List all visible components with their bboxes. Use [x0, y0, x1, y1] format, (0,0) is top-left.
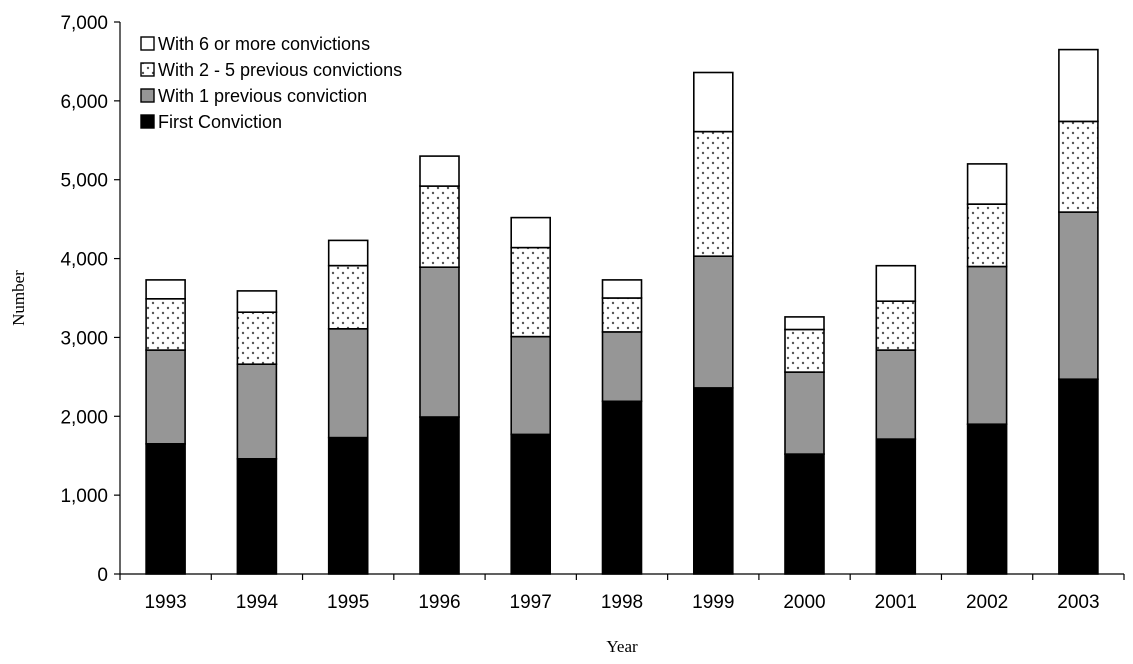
bar-2003-series-0 [1058, 378, 1099, 575]
x-tick-label-1998: 1998 [601, 592, 643, 613]
legend-label-3: With 6 or more convictions [158, 34, 370, 54]
bar-1995-series-3 [327, 239, 369, 267]
bar-2001-series-3 [875, 264, 917, 303]
bar-2000-series-3 [784, 316, 825, 331]
legend-label-0: First Conviction [158, 112, 282, 132]
x-tick-label-2000: 2000 [783, 592, 825, 613]
y-tick-label-2: 2,000 [60, 407, 108, 428]
legend-label-2: With 2 - 5 previous convictions [158, 60, 402, 80]
bar-2000-series-1 [784, 371, 825, 455]
bar-1997-series-3 [510, 216, 552, 249]
legend-swatch-0 [140, 114, 155, 129]
y-tick-label-0: 0 [97, 565, 108, 586]
y-axis-title: Number [9, 270, 28, 326]
x-tick-label-1993: 1993 [144, 592, 186, 613]
bar-2001-series-1 [875, 349, 917, 440]
bar-2003-series-2 [1058, 120, 1099, 213]
bar-1993-series-1 [145, 349, 186, 445]
x-axis-title: Year [606, 637, 638, 656]
bar-1996-series-0 [419, 416, 460, 575]
y-tick-label-7: 7,000 [60, 13, 108, 34]
x-tick-label-2002: 2002 [966, 592, 1008, 613]
bar-1999-series-1 [692, 255, 734, 389]
y-tick-label-5: 5,000 [60, 171, 108, 192]
bar-1997-series-1 [510, 335, 552, 436]
bar-1993-series-2 [145, 297, 186, 351]
bar-1997-series-2 [510, 246, 552, 338]
y-tick-label-6: 6,000 [60, 92, 108, 113]
bar-1999-series-3 [692, 71, 734, 133]
bar-1997-series-0 [510, 433, 552, 575]
bar-1999-series-0 [692, 387, 734, 575]
bar-1994-series-0 [236, 458, 278, 575]
y-tick-label-3: 3,000 [60, 328, 108, 349]
bar-1994-series-2 [236, 311, 278, 366]
bar-2001-series-2 [875, 300, 917, 351]
x-tick-label-1999: 1999 [692, 592, 734, 613]
legend-swatch-2 [140, 62, 155, 77]
bar-2003-series-3 [1058, 48, 1099, 123]
bar-1996-series-1 [419, 266, 460, 418]
bar-1996-series-3 [419, 155, 460, 187]
bar-1993-series-3 [145, 279, 186, 300]
bar-2000-series-2 [784, 328, 825, 373]
bar-1995-series-2 [327, 264, 369, 330]
legend-label-1: With 1 previous conviction [158, 86, 367, 106]
legend-swatch-3 [140, 36, 155, 51]
bar-2002-series-2 [966, 203, 1008, 268]
bar-1998-series-3 [601, 279, 643, 299]
bar-1993-series-0 [145, 443, 186, 575]
x-tick-label-1995: 1995 [327, 592, 369, 613]
x-tick-label-2003: 2003 [1057, 592, 1099, 613]
x-tick-label-2001: 2001 [875, 592, 917, 613]
bar-1994-series-3 [236, 290, 278, 313]
legend-swatch-1 [140, 88, 155, 103]
bar-2002-series-3 [966, 163, 1008, 205]
bar-1998-series-2 [601, 297, 643, 333]
bar-1998-series-0 [601, 400, 643, 575]
bar-2001-series-0 [875, 438, 917, 575]
bar-1995-series-0 [327, 436, 369, 575]
bar-2000-series-0 [784, 453, 825, 575]
bar-1994-series-1 [236, 363, 278, 460]
bar-2003-series-1 [1058, 211, 1099, 380]
bar-1998-series-1 [601, 331, 643, 403]
x-tick-label-1997: 1997 [510, 592, 552, 613]
y-tick-label-1: 1,000 [60, 486, 108, 507]
bar-2002-series-0 [966, 423, 1008, 575]
bar-1996-series-2 [419, 185, 460, 268]
y-tick-label-4: 4,000 [60, 250, 108, 271]
bar-2002-series-1 [966, 265, 1008, 425]
bar-1999-series-2 [692, 130, 734, 258]
x-tick-label-1994: 1994 [236, 592, 279, 613]
bar-1995-series-1 [327, 327, 369, 439]
x-tick-label-1996: 1996 [418, 592, 460, 613]
